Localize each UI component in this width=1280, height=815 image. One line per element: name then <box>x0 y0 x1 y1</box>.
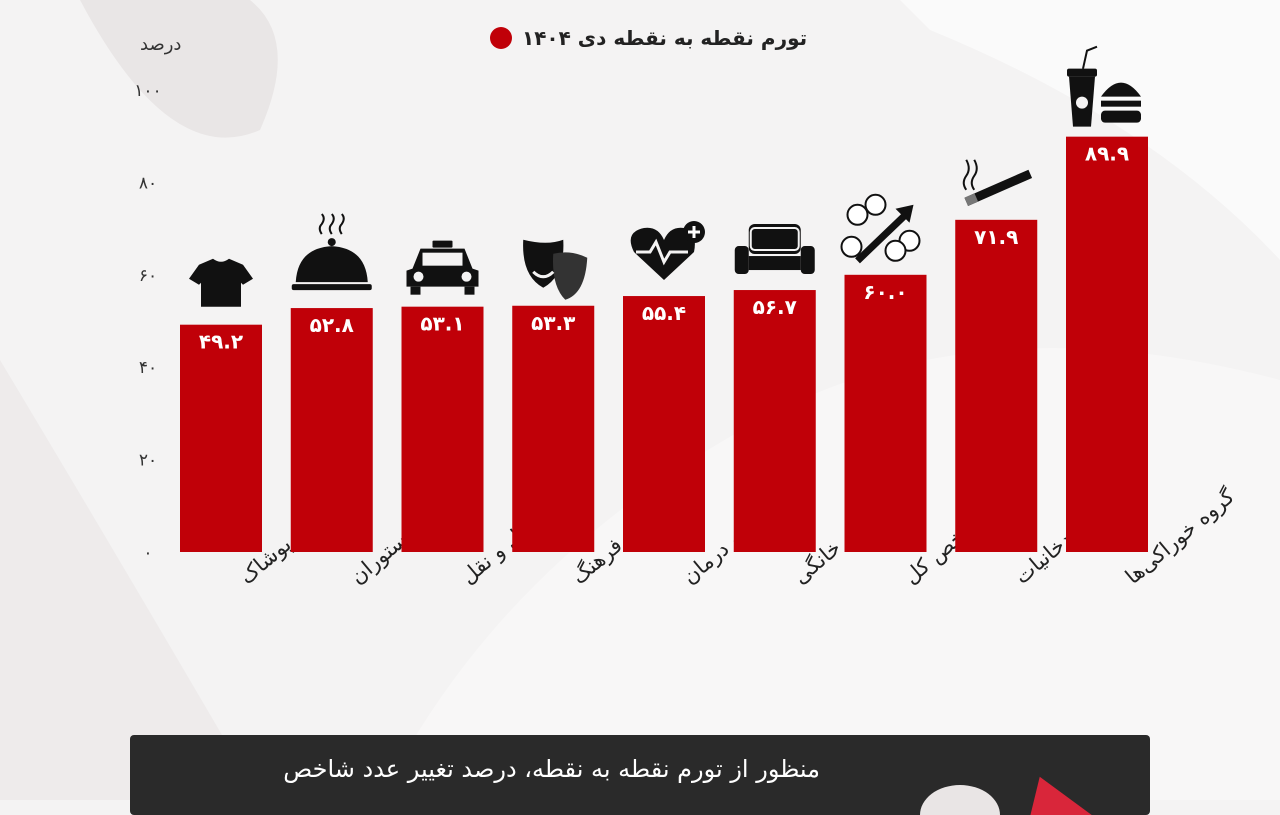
bar <box>401 306 484 552</box>
armchair-icon <box>734 224 815 275</box>
footnote-decoration-shape <box>1002 763 1098 815</box>
bar-value-label: ۵۶.۷ <box>753 295 797 319</box>
theater-masks-icon <box>523 239 588 300</box>
y-tick-label: ۸۰ <box>139 173 157 193</box>
taxi-sign <box>432 240 453 248</box>
cloche-icon <box>291 213 372 291</box>
steam-line <box>318 213 325 235</box>
trend-arrow-head <box>895 204 914 223</box>
heart-health-icon <box>630 221 705 281</box>
bar <box>623 296 705 552</box>
footnote-box: منظور از تورم نقطه به نقطه، درصد تغییر ع… <box>130 735 1150 815</box>
bar <box>512 305 595 552</box>
price-index-icon <box>840 193 921 264</box>
bar <box>290 308 373 552</box>
taxi-window <box>422 252 463 266</box>
bar <box>180 324 262 552</box>
taxi-wheel <box>464 286 475 295</box>
armchair-cushion <box>749 227 800 252</box>
burger-bottom-bun <box>1101 110 1141 123</box>
y-tick-label: ۲۰ <box>139 451 157 471</box>
smoke-line <box>970 159 978 191</box>
bar-value-label: ۵۳.۳ <box>531 311 575 335</box>
trend-arrow-line <box>855 212 908 264</box>
y-tick-label: ۱۰۰ <box>134 81 161 101</box>
bar-value-label: ۵۲.۸ <box>310 313 354 337</box>
bar-value-label: ۵۳.۱ <box>420 312 464 336</box>
index-item-circle <box>864 193 887 216</box>
tshirt-icon <box>189 258 253 307</box>
footnote-decoration-circle <box>920 785 1000 815</box>
index-item-circle <box>840 235 863 258</box>
footnote-text: منظور از تورم نقطه به نقطه، درصد تغییر ع… <box>283 755 820 783</box>
cloche-dome <box>295 246 368 283</box>
cloche-plate <box>291 284 372 291</box>
bar-value-label: ۸۹.۹ <box>1085 142 1129 166</box>
steam-line <box>328 213 335 235</box>
y-axis-unit-label: درصد <box>140 34 182 55</box>
cloche-knob <box>327 238 336 247</box>
cigarette-tip <box>964 193 979 206</box>
bar <box>844 274 927 552</box>
legend-label: تورم نقطه به نقطه دی ۱۴۰۴ <box>522 26 808 50</box>
heart-shape <box>630 227 695 281</box>
y-tick-label: ۰ <box>143 543 152 563</box>
heartbeat-line <box>636 238 688 266</box>
armchair-arm <box>734 246 749 275</box>
y-tick-label: ۶۰ <box>139 266 157 286</box>
steam-line <box>338 213 345 235</box>
armchair-arm <box>800 246 815 275</box>
bar-value-label: ۵۵.۴ <box>642 301 686 325</box>
bar <box>733 290 816 552</box>
legend-swatch <box>490 27 512 49</box>
smoke-line <box>962 159 970 191</box>
taxi-headlight <box>461 271 472 282</box>
mask-smile <box>532 270 555 279</box>
taxi-icon <box>406 240 479 295</box>
mask-tragedy <box>553 252 588 300</box>
taxi-wheel <box>410 286 421 295</box>
burger-patty <box>1101 100 1141 107</box>
bar <box>1066 136 1148 553</box>
bar-value-label: ۴۹.۲ <box>199 330 243 354</box>
armchair-seat <box>748 256 801 271</box>
index-item-circle <box>846 203 869 226</box>
bar-value-label: ۶۰.۰ <box>863 280 907 304</box>
chart-legend: تورم نقطه به نقطه دی ۱۴۰۴ <box>490 26 807 50</box>
drink-logo <box>1076 96 1088 109</box>
bar <box>955 219 1038 552</box>
taxi-headlight <box>413 271 424 282</box>
mask-comedy <box>523 239 564 288</box>
fast-food-icon <box>1067 45 1141 127</box>
drink-lid <box>1067 68 1097 77</box>
index-item-circle <box>884 239 907 262</box>
drink-straw <box>1082 45 1098 69</box>
tshirt-shape <box>189 258 253 307</box>
cigarette-icon <box>962 159 1033 206</box>
burger-top-bun <box>1101 82 1141 97</box>
plus-sign <box>688 226 700 239</box>
bar-value-label: ۷۱.۹ <box>974 225 1018 249</box>
y-tick-label: ۴۰ <box>139 358 157 378</box>
armchair-back <box>748 224 801 255</box>
